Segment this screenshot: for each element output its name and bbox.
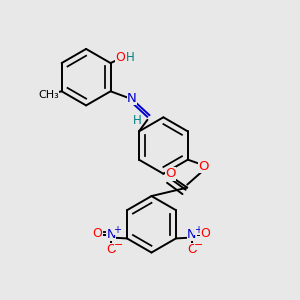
Text: O: O: [106, 243, 116, 256]
Text: O: O: [93, 227, 103, 240]
Text: O: O: [165, 167, 176, 180]
Text: +: +: [194, 224, 202, 235]
Text: +: +: [113, 224, 121, 235]
Text: −: −: [194, 240, 203, 250]
Text: H: H: [125, 51, 134, 64]
Text: N: N: [187, 228, 196, 242]
Text: −: −: [114, 240, 123, 250]
Text: O: O: [116, 51, 125, 64]
Text: O: O: [187, 243, 196, 256]
Text: H: H: [133, 114, 141, 127]
Text: O: O: [200, 227, 210, 240]
Text: N: N: [127, 92, 137, 105]
Text: O: O: [198, 160, 208, 173]
Text: CH₃: CH₃: [38, 90, 59, 100]
Text: N: N: [106, 228, 116, 242]
